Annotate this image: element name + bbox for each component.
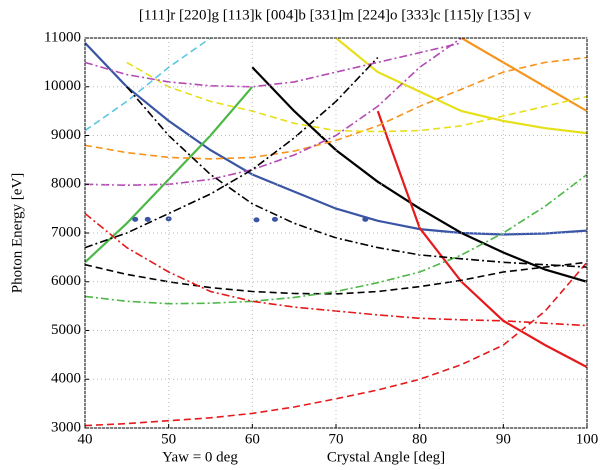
x-axis-label: Crystal Angle [deg] <box>327 449 445 465</box>
y-tick-label: 6000 <box>51 273 81 289</box>
plot-frame <box>84 37 588 429</box>
x-tick-label: 70 <box>329 431 344 447</box>
series-line <box>85 261 587 295</box>
series-line <box>85 56 587 160</box>
y-tick-label: 10000 <box>44 78 82 94</box>
series-line <box>376 110 587 369</box>
series-line <box>335 38 587 135</box>
x-tick-label: 90 <box>496 431 511 447</box>
x-tick-label: 60 <box>245 431 260 447</box>
series-line <box>460 38 587 113</box>
series-line <box>85 38 211 132</box>
x-tick-label: 40 <box>78 431 93 447</box>
series-line <box>85 173 587 305</box>
y-axis-label: Photon Energy [eV] <box>9 173 25 294</box>
marker <box>271 216 278 222</box>
y-tick-label: 5000 <box>51 322 81 338</box>
annotation: Yaw = 0 deg <box>162 449 238 465</box>
y-tick-label: 7000 <box>51 224 81 240</box>
marker <box>362 216 369 222</box>
x-tick-label: 100 <box>576 431 599 447</box>
y-tick-label: 9000 <box>51 127 81 143</box>
chart-title: [111]r [220]g [113]k [004]b [331]m [224]… <box>139 7 532 23</box>
y-tick-label: 3000 <box>51 419 81 435</box>
series-line <box>126 61 587 133</box>
x-tick-label: 80 <box>412 431 427 447</box>
series-line <box>85 261 587 427</box>
y-tick-label: 4000 <box>51 371 81 387</box>
y-tick-label: 8000 <box>51 176 81 192</box>
series-line <box>85 42 462 88</box>
series-line <box>126 86 587 268</box>
y-tick-label: 11000 <box>44 29 81 45</box>
marker <box>253 217 260 223</box>
marker <box>144 216 151 222</box>
series-line <box>85 38 462 187</box>
plot-area <box>85 38 587 427</box>
series-line <box>85 56 379 249</box>
marker <box>132 216 139 222</box>
x-tick-label: 50 <box>161 431 176 447</box>
